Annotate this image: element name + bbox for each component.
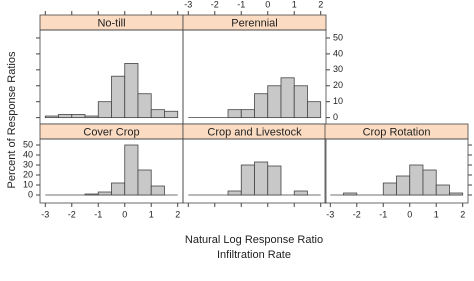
y-tick-label: 20 (333, 80, 343, 90)
bar (267, 85, 282, 119)
bar (449, 192, 464, 196)
x-tick-label: 0 (407, 209, 412, 219)
y-tick-label: 20 (23, 169, 33, 179)
x-tick-label: -1 (94, 209, 102, 219)
y-tick-label: 40 (23, 149, 33, 159)
bar (58, 114, 73, 119)
strip-label: Crop Rotation (363, 126, 431, 138)
bar (343, 192, 358, 196)
bar (409, 164, 424, 196)
y-tick-label: 50 (23, 139, 33, 149)
strip-label: Cover Crop (83, 126, 139, 138)
x-tick-label: 2 (175, 209, 180, 219)
bar (382, 182, 397, 196)
bar (293, 85, 308, 119)
bar (150, 109, 165, 119)
bar (84, 115, 99, 119)
bar (124, 63, 139, 119)
bar (227, 109, 242, 119)
x-tick-label: -1 (237, 0, 245, 9)
bar (111, 182, 126, 196)
x-tick-label: -1 (379, 209, 387, 219)
panel-frame (182, 138, 327, 204)
x-tick-label: 1 (149, 209, 154, 219)
bar (97, 191, 112, 196)
bar (422, 169, 437, 196)
y-tick-label: 50 (333, 32, 343, 42)
y-tick-label: 30 (333, 64, 343, 74)
x-tick-label: -2 (211, 0, 219, 9)
bar (124, 144, 139, 196)
y-tick-label: 10 (23, 179, 33, 189)
bar (111, 75, 126, 119)
y-tick-label: 0 (28, 189, 33, 199)
bar (44, 115, 59, 119)
y-tick-label: 40 (333, 48, 343, 58)
bar (254, 161, 269, 196)
y-tick-label: 10 (333, 96, 343, 106)
strip-label: Crop and Livestock (207, 126, 302, 138)
bar (137, 93, 152, 119)
y-tick-label: 0 (333, 112, 338, 122)
x-axis-subtitle: Infiltration Rate (217, 249, 291, 261)
x-tick-label: 0 (122, 209, 127, 219)
bar (280, 77, 295, 119)
x-tick-label: -2 (353, 209, 361, 219)
bar (227, 190, 242, 196)
bar (71, 114, 86, 119)
bar (435, 184, 450, 196)
x-tick-label: 2 (318, 0, 323, 9)
bar (267, 165, 282, 196)
panel-frame (324, 138, 469, 204)
y-axis-title: Percent of Response Ratios (6, 51, 18, 188)
x-tick-label: -3 (184, 0, 192, 9)
bar (254, 93, 269, 119)
x-tick-label: -3 (326, 209, 334, 219)
bar (97, 101, 112, 119)
bar (396, 175, 411, 196)
bar (150, 185, 165, 196)
x-tick-label: -2 (68, 209, 76, 219)
bar (293, 190, 308, 196)
x-tick-label: -3 (41, 209, 49, 219)
x-tick-label: 1 (292, 0, 297, 9)
x-tick-label: 2 (460, 209, 465, 219)
x-tick-label: 0 (265, 0, 270, 9)
strip-label: No-till (97, 17, 125, 29)
bar (307, 101, 322, 119)
x-axis-title: Natural Log Response Ratio (185, 234, 323, 246)
strip-label: Perennial (231, 17, 277, 29)
y-tick-label: 30 (23, 159, 33, 169)
bar (240, 164, 255, 196)
bar (240, 109, 255, 119)
bar (137, 169, 152, 196)
x-tick-label: 1 (434, 209, 439, 219)
bar (84, 193, 99, 196)
bar (164, 110, 179, 119)
